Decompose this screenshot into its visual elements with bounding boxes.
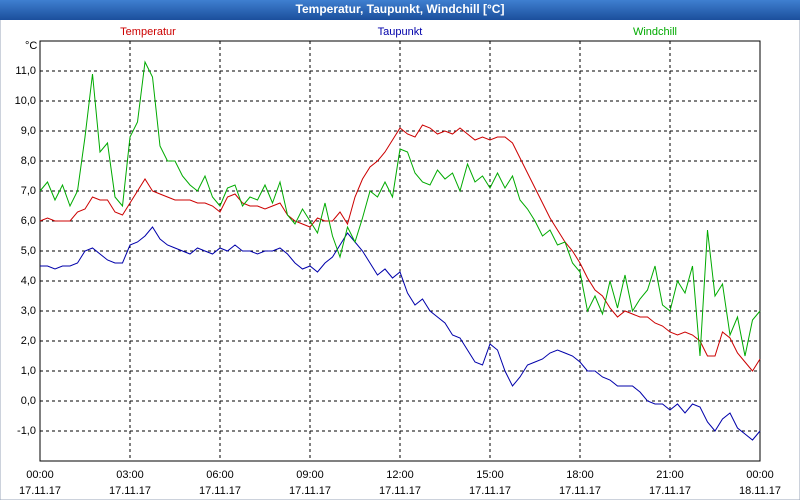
y-axis-label: °C — [25, 40, 37, 52]
y-tick-label: 1,0 — [21, 365, 36, 377]
x-tick-label: 18:00 — [566, 469, 594, 481]
x-tick-date: 17.11.17 — [19, 485, 61, 497]
x-tick-date: 17.11.17 — [649, 485, 691, 497]
x-tick-date: 18.11.17 — [739, 485, 781, 497]
series-line — [40, 226, 761, 441]
y-tick-label: 2,0 — [21, 335, 36, 347]
y-tick-label: 7,0 — [21, 185, 36, 197]
legend-entry: Taupunkt — [378, 26, 423, 38]
y-tick-label: 4,0 — [21, 275, 36, 287]
y-tick-label: 5,0 — [21, 245, 36, 257]
legend-entry: Temperatur — [120, 26, 176, 38]
y-tick-label: 0,0 — [21, 395, 36, 407]
series-line — [39, 124, 761, 372]
y-tick-label: 9,0 — [21, 125, 36, 137]
y-tick-label: -1,0 — [17, 425, 36, 437]
x-tick-label: 12:00 — [386, 469, 414, 481]
y-tick-label: 8,0 — [21, 155, 36, 167]
x-tick-label: 03:00 — [116, 469, 144, 481]
x-tick-label: 21:00 — [656, 469, 684, 481]
x-tick-date: 17.11.17 — [379, 485, 421, 497]
x-tick-label: 15:00 — [476, 469, 504, 481]
x-tick-date: 17.11.17 — [559, 485, 601, 497]
x-tick-label: 00:00 — [26, 469, 54, 481]
x-tick-date: 17.11.17 — [289, 485, 331, 497]
y-tick-label: 3,0 — [21, 305, 36, 317]
y-tick-label: 10,0 — [15, 95, 36, 107]
x-tick-label: 00:00 — [746, 469, 774, 481]
series-line — [39, 60, 761, 357]
x-tick-label: 09:00 — [296, 469, 324, 481]
title-bar — [0, 0, 800, 20]
chart-title: Temperatur, Taupunkt, Windchill [°C] — [296, 2, 505, 16]
legend-entry: Windchill — [633, 26, 677, 38]
x-tick-label: 06:00 — [206, 469, 234, 481]
x-tick-date: 17.11.17 — [109, 485, 151, 497]
x-tick-date: 17.11.17 — [469, 485, 511, 497]
y-tick-label: 6,0 — [21, 215, 36, 227]
x-tick-date: 17.11.17 — [199, 485, 241, 497]
y-tick-label: 11,0 — [15, 65, 36, 77]
